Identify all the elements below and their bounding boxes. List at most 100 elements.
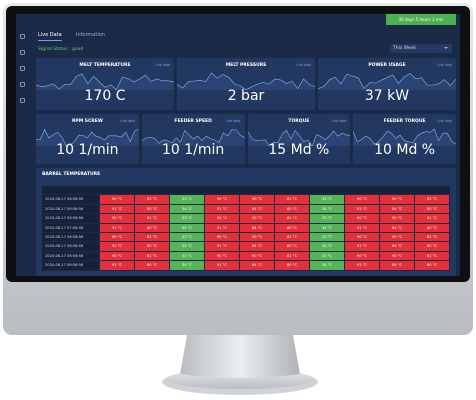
temperature-cell: 34 °C — [310, 261, 345, 271]
temperature-cell: 80 °C — [135, 242, 170, 252]
temperature-cell: 34 °C — [170, 223, 205, 233]
card-value: 10 1/min — [56, 142, 119, 158]
table-header — [42, 186, 450, 196]
metric-card: FEEDER TORQUE Live data 10 Md % — [353, 114, 456, 164]
temperature-cell: 91 °C — [205, 261, 240, 271]
temperature-cell: 90 °C — [240, 233, 275, 243]
temperature-cell: 91 °C — [205, 242, 240, 252]
temperature-cell: 90 °C — [345, 251, 380, 262]
sidebar-icon[interactable] — [20, 50, 25, 55]
temperature-cell: 80 °C — [415, 242, 450, 252]
card-link[interactable]: Live data — [437, 119, 452, 123]
sparkline-line — [247, 129, 351, 146]
sparkline-area — [318, 73, 456, 90]
card-link[interactable]: Live data — [296, 63, 311, 67]
temperature-cell: 80 °C — [275, 204, 310, 215]
temperature-cell: 90 °C — [205, 251, 240, 262]
temperature-cell: 80 °C — [415, 261, 450, 271]
sidebar-icon[interactable] — [20, 82, 25, 87]
sparkline-line — [141, 129, 245, 144]
temperature-cell: 90 °C — [205, 233, 240, 243]
temperature-cell: 80 °C — [275, 242, 310, 252]
temperature-cell: 90 °C — [100, 195, 135, 205]
sparkline — [36, 128, 139, 146]
timestamp-cell: 2020-08-17 07:06:56 — [42, 223, 100, 233]
temperature-cell: 34 °C — [170, 242, 205, 252]
card-value: 10 Md % — [374, 142, 436, 158]
card-value: 170 C — [84, 88, 126, 104]
metric-card: FEEDER SPEED Live data 10 1/min — [141, 114, 245, 164]
sparkline — [177, 72, 315, 90]
temperature-cell: 81 °C — [135, 214, 170, 224]
temperature-cell: 34 °C — [170, 204, 205, 215]
timestamp-cell: 2020-08-17 06:56:56 — [42, 214, 100, 224]
period-dropdown[interactable]: This Week — [390, 44, 452, 53]
sidebar-icon[interactable] — [20, 98, 25, 103]
temperature-cell: 80 °C — [415, 204, 450, 215]
tab[interactable]: Live Data — [38, 32, 62, 41]
card-link[interactable]: Live data — [120, 119, 135, 123]
card-title: FEEDER TORQUE — [383, 119, 426, 124]
temperature-cell: 90 °C — [240, 251, 275, 262]
sparkline-line — [177, 72, 315, 90]
sparkline — [318, 73, 456, 90]
sparkline — [353, 128, 456, 146]
metric-card: MELT TEMPERATURE Live data 170 C — [36, 58, 174, 110]
temperature-cell: 81 °C — [275, 214, 310, 224]
temperature-cell: 33 °C — [170, 251, 205, 262]
temperature-cell: 34 °C — [170, 261, 205, 271]
temperature-cell: 34 °C — [310, 223, 345, 233]
card-title: MELT TEMPERATURE — [79, 63, 131, 68]
sidebar-icon[interactable] — [20, 66, 25, 71]
temperature-cell: 90 °C — [240, 195, 275, 205]
barrel-panel: BARREL TEMPERATURE 2020-08-17 06:56:56 90… — [36, 168, 456, 276]
temperature-cell: 91 °C — [205, 204, 240, 215]
card-link[interactable]: Live data — [155, 63, 170, 67]
metric-card: TORQUE Live data 15 Md % — [247, 114, 351, 164]
card-link[interactable]: Live data — [331, 119, 347, 123]
temperature-cell: 33 °C — [170, 195, 205, 205]
card-value: 2 bar — [227, 88, 265, 104]
temperature-cell: 91 °C — [205, 223, 240, 233]
temperature-cell: 90 °C — [345, 233, 380, 243]
temperature-cell: 84 °C — [240, 204, 275, 215]
temperature-cell: 81 °C — [415, 195, 450, 205]
uptime-badge: 30 days 5 hours 3 min — [386, 14, 456, 25]
temperature-cell: 90 °C — [380, 214, 415, 224]
timestamp-cell: 2020-08-17 06:56:56 — [42, 242, 100, 252]
card-link[interactable]: Live data — [225, 119, 241, 123]
sparkline-area — [177, 73, 315, 90]
tab[interactable]: Information — [76, 32, 105, 38]
temperature-cell: 80 °C — [135, 261, 170, 271]
card-value: 15 Md % — [268, 142, 330, 158]
temperature-cell: 91 °C — [100, 261, 135, 271]
signal-status: Signal Status : good — [38, 47, 84, 52]
temperature-cell: 81 °C — [415, 233, 450, 243]
timestamp-cell: 2020-08-17 06:56:56 — [42, 251, 100, 262]
temperature-cell: 90 °C — [100, 214, 135, 224]
temperature-cell: 81 °C — [415, 214, 450, 224]
metric-card: POWER USAGE Live data 37 kW — [318, 58, 456, 110]
temperature-cell: 90 °C — [380, 251, 415, 262]
temperature-cell: 81 °C — [135, 195, 170, 205]
dashboard-screen: Live Data Information 30 days 5 hours 3 … — [16, 14, 460, 276]
temperature-cell: 90 °C — [100, 233, 135, 243]
timestamp-cell: 2020-08-17 06:56:56 — [42, 261, 100, 271]
sparkline — [36, 73, 174, 90]
card-link[interactable]: Live data — [437, 63, 452, 67]
stand-neck — [180, 330, 300, 378]
timestamp-cell: 2020-08-17 06:56:56 — [42, 195, 100, 205]
temperature-cell: 90 °C — [240, 214, 275, 224]
card-title: TORQUE — [288, 119, 310, 124]
temperature-cell: 33 °C — [310, 214, 345, 224]
temperature-cell: 80 °C — [275, 261, 310, 271]
timestamp-cell: 2020-08-17 06:56:56 — [42, 233, 100, 243]
metric-card: RPM SCREW Live data 10 1/min — [36, 114, 139, 164]
temperature-cell: 84 °C — [380, 223, 415, 233]
sparkline-line — [36, 73, 174, 90]
temperature-cell: 84 °C — [380, 261, 415, 271]
temperature-cell: 33 °C — [310, 195, 345, 205]
temperature-cell: 90 °C — [380, 195, 415, 205]
sidebar-icon[interactable] — [20, 34, 25, 39]
